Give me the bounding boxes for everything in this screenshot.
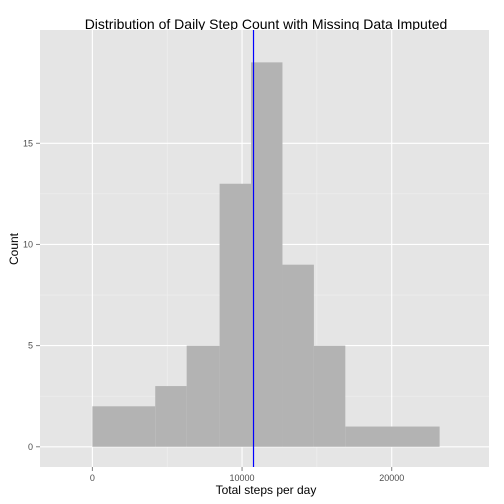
x-tick-label: 0 — [90, 473, 95, 483]
y-axis-ticks: 0 5 10 15 — [23, 138, 40, 452]
histogram-bar — [155, 386, 187, 447]
histogram-bar — [345, 426, 440, 447]
x-tick-label: 20000 — [379, 473, 404, 483]
x-axis-ticks: 0 10000 20000 — [90, 467, 404, 483]
y-tick-label: 0 — [28, 442, 33, 452]
y-tick-label: 5 — [28, 341, 33, 351]
histogram-bars — [92, 62, 440, 447]
histogram-bar — [251, 62, 283, 447]
y-tick-label: 15 — [23, 138, 33, 148]
histogram-bar — [186, 345, 220, 447]
histogram-bar — [313, 345, 346, 447]
histogram-bar — [219, 183, 252, 447]
y-tick-label: 10 — [23, 239, 33, 249]
x-tick-label: 10000 — [230, 473, 255, 483]
histogram-bar — [92, 406, 156, 447]
histogram-bar — [282, 264, 314, 447]
y-axis-title: Count — [7, 232, 21, 265]
x-axis-title: Total steps per day — [216, 483, 317, 497]
chart-title: Distribution of Daily Step Count with Mi… — [85, 16, 448, 32]
